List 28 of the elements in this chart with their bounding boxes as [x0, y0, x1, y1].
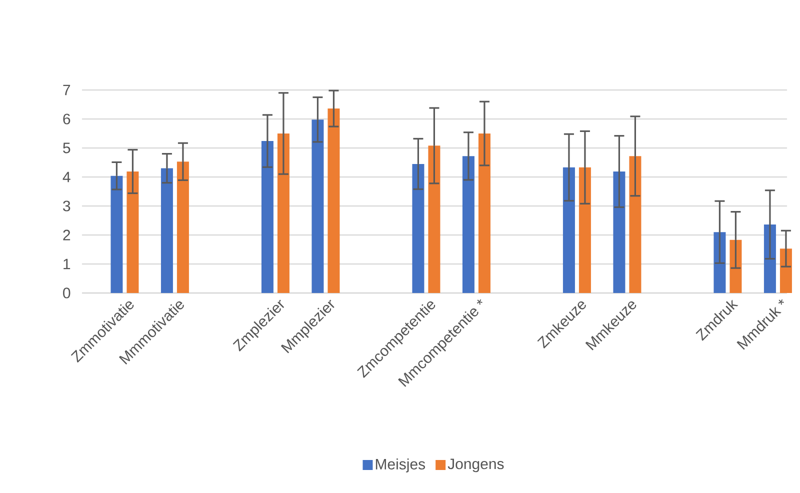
bar	[412, 164, 424, 293]
bar	[780, 248, 792, 293]
bar	[126, 171, 139, 293]
y-tick-label: 3	[63, 200, 70, 212]
bar	[110, 176, 123, 293]
bar	[562, 167, 575, 293]
bar	[764, 224, 776, 293]
bar	[277, 134, 290, 293]
bar	[312, 120, 324, 293]
y-tick-label: 6	[63, 114, 70, 124]
bar	[176, 162, 189, 293]
y-tick-label: 1	[64, 258, 70, 270]
bar	[578, 167, 591, 293]
bar	[613, 171, 626, 293]
legend-label: Jongens	[448, 458, 504, 472]
y-tick-label: 5	[63, 142, 70, 154]
bar	[160, 168, 173, 293]
bar	[629, 156, 642, 293]
bar	[462, 156, 474, 293]
y-tick-label: 0	[63, 288, 70, 298]
y-tick-label: 2	[63, 230, 70, 240]
bar	[328, 108, 340, 293]
y-tick-label: 4	[62, 172, 70, 182]
y-tick-label: 7	[63, 84, 70, 96]
legend-label: Meisjes	[376, 458, 426, 472]
bar	[478, 134, 490, 293]
bar	[261, 141, 274, 293]
bar	[428, 146, 440, 293]
